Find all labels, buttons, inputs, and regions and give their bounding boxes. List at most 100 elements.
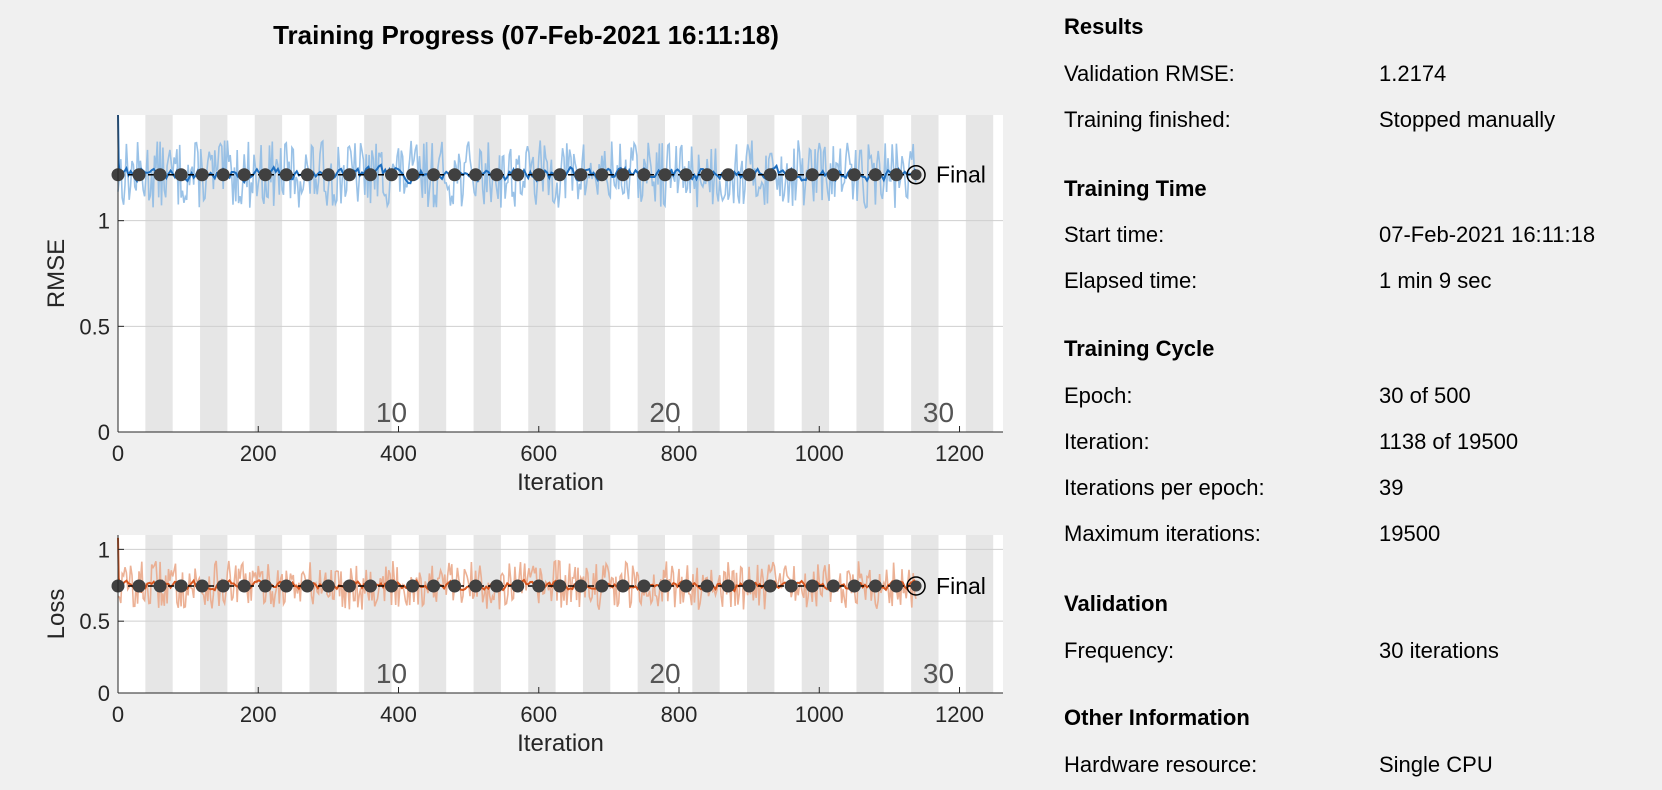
- epoch-label: 30: [923, 397, 954, 428]
- validation-point: [342, 168, 356, 182]
- validation-point: [742, 168, 756, 182]
- validation-point: [805, 168, 819, 182]
- epoch-band: [637, 535, 665, 693]
- training-cycle-section-title: Training Cycle: [1064, 336, 1215, 361]
- y-axis-label: RMSE: [43, 239, 70, 308]
- final-label: Final: [936, 573, 986, 599]
- iteration-value: 1138 of 19500: [1379, 429, 1519, 454]
- loss-chart: 10 20 30 Final 0 200 400 600 800 1000 1200 0 0.5 1 Ite…: [43, 535, 1003, 757]
- epoch-label: 30: [923, 658, 954, 689]
- validation-point: [216, 579, 230, 593]
- epoch-band: [582, 115, 611, 432]
- validation-point: [637, 168, 651, 182]
- epoch-band: [692, 535, 720, 693]
- training-finished-value: Stopped manually: [1379, 107, 1556, 132]
- validation-point: [742, 579, 756, 593]
- validation-point: [700, 168, 714, 182]
- validation-point: [763, 168, 777, 182]
- x-tick-label: 400: [380, 702, 417, 727]
- validation-point: [532, 579, 546, 593]
- epoch-label: 20: [649, 658, 680, 689]
- validation-point: [300, 579, 314, 593]
- validation-point: [153, 579, 167, 593]
- validation-rmse-label: Validation RMSE:: [1064, 61, 1235, 86]
- epoch-band: [911, 115, 939, 432]
- x-tick-label: 600: [520, 702, 557, 727]
- validation-point: [363, 579, 377, 593]
- validation-point: [805, 579, 819, 593]
- validation-point: [616, 579, 630, 593]
- final-marker-dot: [910, 580, 922, 592]
- epoch-band: [801, 535, 830, 693]
- epoch-band: [418, 535, 447, 693]
- validation-point: [321, 168, 335, 182]
- validation-point: [658, 168, 672, 182]
- plot-area: 10 20 30 Final 0 200 400 600 800 1000 1200 0 0.5 1 Ite…: [43, 114, 1003, 757]
- epoch-band: [473, 535, 501, 693]
- hardware-resource-label: Hardware resource:: [1064, 752, 1258, 777]
- validation-point: [490, 579, 504, 593]
- validation-point: [258, 168, 272, 182]
- validation-point: [763, 579, 777, 593]
- chart-title: Training Progress (07-Feb-2021 16:11:18): [273, 20, 779, 50]
- x-tick-label: 1000: [795, 702, 844, 727]
- training-raw-line: [117, 139, 917, 209]
- validation-point: [406, 579, 420, 593]
- x-tick-label: 1200: [935, 702, 984, 727]
- epoch-label: Epoch:: [1064, 383, 1133, 408]
- epoch-band: [145, 535, 173, 693]
- epoch-band: [637, 115, 665, 432]
- validation-point: [258, 579, 272, 593]
- validation-point: [448, 579, 462, 593]
- validation-section-title: Validation: [1064, 591, 1168, 616]
- validation-point: [658, 579, 672, 593]
- validation-point: [616, 168, 630, 182]
- y-tick-label: 1: [98, 537, 110, 562]
- validation-point: [384, 168, 398, 182]
- x-tick-label: 800: [661, 702, 698, 727]
- epoch-band: [856, 535, 884, 693]
- frequency-value: 30 iterations: [1379, 638, 1499, 663]
- validation-point: [427, 579, 441, 593]
- validation-point: [889, 168, 903, 182]
- info-panel: Results Validation RMSE: 1.2174 Training…: [1064, 0, 1654, 790]
- validation-point: [784, 168, 798, 182]
- validation-point: [679, 168, 693, 182]
- validation-point: [216, 168, 230, 182]
- maximum-iterations-label: Maximum iterations:: [1064, 521, 1261, 546]
- epoch-band: [747, 115, 775, 432]
- epoch-band: [582, 535, 611, 693]
- y-tick-label: 1: [98, 209, 110, 234]
- x-tick-label: 0: [112, 441, 124, 466]
- training-time-section-title: Training Time: [1064, 176, 1207, 201]
- results-section-title: Results: [1064, 14, 1144, 39]
- validation-point: [427, 168, 441, 182]
- validation-point: [342, 579, 356, 593]
- x-tick-label: 400: [380, 441, 417, 466]
- epoch-band: [528, 535, 556, 693]
- validation-point: [195, 168, 209, 182]
- validation-point: [237, 168, 251, 182]
- validation-point: [574, 579, 588, 593]
- elapsed-time-label: Elapsed time:: [1064, 268, 1198, 293]
- final-marker-ring: [906, 164, 926, 185]
- validation-point: [490, 168, 504, 182]
- epoch-band: [965, 535, 994, 693]
- epoch-value: 30 of 500: [1379, 383, 1471, 408]
- epoch-band: [911, 535, 939, 693]
- y-axis-label: Loss: [43, 589, 70, 640]
- validation-point: [784, 579, 798, 593]
- validation-point: [132, 168, 146, 182]
- x-tick-label: 600: [520, 441, 557, 466]
- y-tick-label: 0.5: [79, 314, 110, 339]
- validation-point: [300, 168, 314, 182]
- validation-point: [279, 168, 293, 182]
- epoch-band: [747, 535, 775, 693]
- epoch-band: [364, 535, 392, 693]
- validation-point: [826, 579, 840, 593]
- iteration-label: Iteration:: [1064, 429, 1150, 454]
- x-tick-label: 0: [112, 702, 124, 727]
- validation-point: [826, 168, 840, 182]
- validation-point: [132, 579, 146, 593]
- validation-point: [847, 168, 861, 182]
